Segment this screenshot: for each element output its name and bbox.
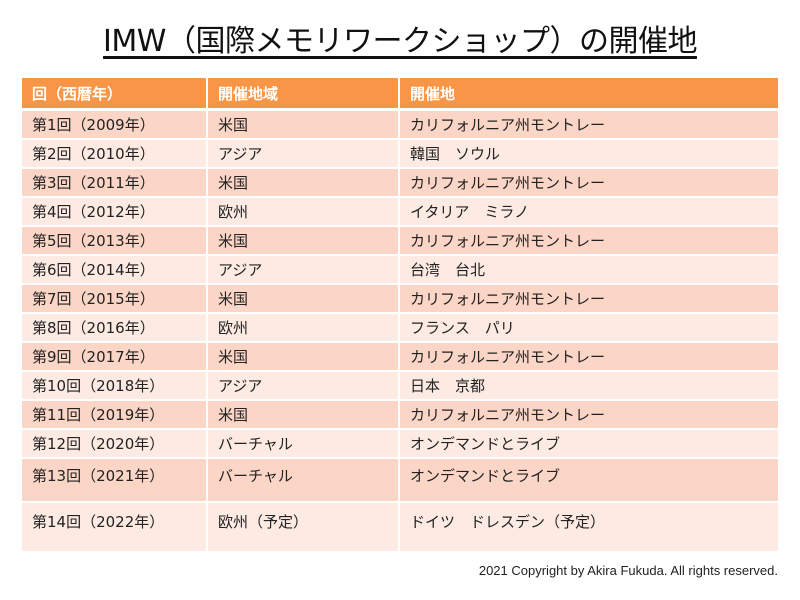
cell-venue: イタリア ミラノ <box>399 197 778 227</box>
cell-venue: 台湾 台北 <box>399 255 778 285</box>
table-row: 第12回（2020年） バーチャル オンデマンドとライブ <box>22 429 778 459</box>
cell-session: 第13回（2021年） <box>22 458 208 503</box>
cell-session: 第5回（2013年） <box>22 226 208 256</box>
cell-region: 米国 <box>207 109 400 140</box>
table-row: 第5回（2013年） 米国 カリフォルニア州モントレー <box>22 226 778 256</box>
table-row: 第1回（2009年） 米国 カリフォルニア州モントレー <box>22 109 778 140</box>
cell-venue: カリフォルニア州モントレー <box>399 168 778 198</box>
cell-region: 米国 <box>207 168 400 198</box>
table-header-row: 回（西暦年） 開催地域 開催地 <box>22 78 778 111</box>
cell-region: 米国 <box>207 400 400 430</box>
cell-region: 米国 <box>207 284 400 314</box>
table-row: 第4回（2012年） 欧州 イタリア ミラノ <box>22 197 778 227</box>
cell-region: 欧州 <box>207 197 400 227</box>
cell-venue: 韓国 ソウル <box>399 139 778 169</box>
table-row: 第6回（2014年） アジア 台湾 台北 <box>22 255 778 285</box>
header-region: 開催地域 <box>207 78 400 111</box>
venue-table: 回（西暦年） 開催地域 開催地 第1回（2009年） 米国 カリフォルニア州モン… <box>22 78 778 553</box>
table-row: 第11回（2019年） 米国 カリフォルニア州モントレー <box>22 400 778 430</box>
cell-session: 第2回（2010年） <box>22 139 208 169</box>
cell-region: アジア <box>207 139 400 169</box>
table-row: 第14回（2022年） 欧州（予定） ドイツ ドレスデン（予定） <box>22 502 778 553</box>
cell-venue: ドイツ ドレスデン（予定） <box>399 502 778 553</box>
cell-region: アジア <box>207 371 400 401</box>
cell-region: バーチャル <box>207 458 400 503</box>
cell-session: 第1回（2009年） <box>22 109 208 140</box>
cell-region: 米国 <box>207 342 400 372</box>
page-title: IMW（国際メモリワークショップ）の開催地 <box>103 24 697 59</box>
table-row: 第3回（2011年） 米国 カリフォルニア州モントレー <box>22 168 778 198</box>
cell-session: 第12回（2020年） <box>22 429 208 459</box>
cell-venue: フランス パリ <box>399 313 778 343</box>
cell-venue: オンデマンドとライブ <box>399 429 778 459</box>
cell-region: バーチャル <box>207 429 400 459</box>
cell-venue: 日本 京都 <box>399 371 778 401</box>
cell-session: 第11回（2019年） <box>22 400 208 430</box>
copyright-notice: 2021 Copyright by Akira Fukuda. All righ… <box>478 563 778 578</box>
table-row: 第10回（2018年） アジア 日本 京都 <box>22 371 778 401</box>
cell-venue: カリフォルニア州モントレー <box>399 342 778 372</box>
cell-venue: カリフォルニア州モントレー <box>399 400 778 430</box>
cell-session: 第7回（2015年） <box>22 284 208 314</box>
cell-venue: カリフォルニア州モントレー <box>399 284 778 314</box>
cell-session: 第6回（2014年） <box>22 255 208 285</box>
table-row: 第2回（2010年） アジア 韓国 ソウル <box>22 139 778 169</box>
table-row: 第8回（2016年） 欧州 フランス パリ <box>22 313 778 343</box>
cell-venue: カリフォルニア州モントレー <box>399 109 778 140</box>
cell-venue: カリフォルニア州モントレー <box>399 226 778 256</box>
cell-session: 第3回（2011年） <box>22 168 208 198</box>
cell-region: アジア <box>207 255 400 285</box>
table-row: 第13回（2021年） バーチャル オンデマンドとライブ <box>22 458 778 503</box>
header-session: 回（西暦年） <box>22 78 208 111</box>
cell-region: 欧州（予定） <box>207 502 400 553</box>
table-row: 第7回（2015年） 米国 カリフォルニア州モントレー <box>22 284 778 314</box>
cell-session: 第9回（2017年） <box>22 342 208 372</box>
header-venue: 開催地 <box>399 78 778 111</box>
cell-session: 第10回（2018年） <box>22 371 208 401</box>
cell-session: 第14回（2022年） <box>22 502 208 553</box>
cell-region: 米国 <box>207 226 400 256</box>
table-row: 第9回（2017年） 米国 カリフォルニア州モントレー <box>22 342 778 372</box>
cell-session: 第4回（2012年） <box>22 197 208 227</box>
cell-region: 欧州 <box>207 313 400 343</box>
cell-session: 第8回（2016年） <box>22 313 208 343</box>
cell-venue: オンデマンドとライブ <box>399 458 778 503</box>
